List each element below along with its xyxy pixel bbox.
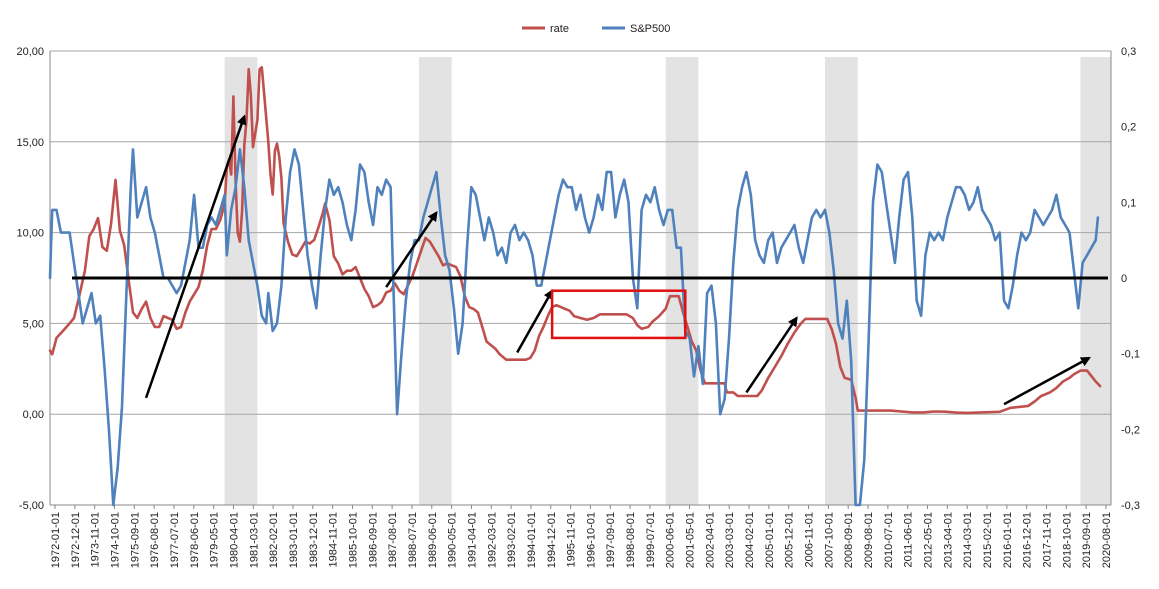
x-tick-label: 2015-02-01 [982, 512, 994, 568]
annotations [72, 114, 1108, 406]
legend-label-sp500: S&P500 [630, 23, 670, 35]
x-tick-label: 1977-07-01 [169, 512, 181, 568]
y-right-tick-labels: 0,3 0,2 0,1 0 -0,1 -0,2 -0,3 [1121, 46, 1140, 512]
x-tick-label: 2007-10-01 [823, 512, 835, 568]
legend-label-rate: rate [550, 23, 569, 35]
x-tick-label: 1999-07-01 [645, 512, 657, 568]
x-tick-label: 1991-04-01 [466, 512, 478, 568]
x-tick-label: 1985-10-01 [347, 512, 359, 568]
recession-bands [224, 57, 1111, 505]
x-tick-label: 1987-08-01 [387, 512, 399, 568]
x-tick-label: 2011-06-01 [903, 512, 915, 567]
x-tick-label: 2003-03-01 [724, 512, 736, 568]
annotation-arrow [516, 288, 554, 354]
highlight-box [550, 289, 687, 340]
x-tick-label: 1982-02-01 [268, 512, 280, 568]
y-left-tick-labels: 20,00 15,00 10,00 5,00 0,00 -5,00 [16, 46, 44, 512]
x-tick-label: 1978-06-01 [189, 512, 201, 568]
x-tick-label: 1981-03-01 [248, 512, 260, 568]
x-tick-label: 1975-09-01 [129, 512, 141, 568]
y-left-tick-label: -5,00 [19, 500, 44, 512]
series-line-rate [48, 66, 1102, 415]
x-tick-label: 2020-08-01 [1101, 512, 1113, 568]
x-tick-label: 2006-11-01 [804, 512, 816, 567]
x-tick-label: 2017-11-01 [1042, 512, 1054, 567]
x-tick-label: 1983-12-01 [308, 512, 320, 568]
x-tick-label: 1997-09-01 [605, 512, 617, 568]
y-right-tick-label: 0 [1121, 273, 1127, 285]
x-tick-label: 2016-01-01 [1002, 512, 1014, 568]
x-tick-label: 1979-05-01 [209, 512, 221, 568]
x-axis-tick-labels: 1972-01-01 1972-12-01 1973-11-01 1974-10-01… [50, 505, 1113, 568]
x-tick-label: 2016-12-01 [1022, 512, 1034, 568]
x-tick-label: 2013-04-01 [942, 512, 954, 568]
annotation-arrow [144, 114, 247, 399]
x-tick-label: 2018-10-01 [1061, 512, 1073, 568]
recession-band [418, 57, 452, 505]
x-tick-label: 2001-05-01 [685, 512, 697, 568]
y-left-tick-label: 20,00 [16, 46, 44, 58]
x-tick-label: 2010-07-01 [883, 512, 895, 568]
x-tick-label: 2005-01-01 [764, 512, 776, 568]
x-tick-label: 2014-03-01 [962, 512, 974, 568]
recession-band [1080, 57, 1111, 505]
x-tick-label: 1990-05-01 [447, 512, 459, 568]
y-left-tick-label: 0,00 [23, 409, 44, 421]
y-left-tick-label: 15,00 [16, 137, 44, 149]
x-tick-label: 2000-06-01 [665, 512, 677, 568]
x-tick-label: 2008-09-01 [843, 512, 855, 568]
x-tick-label: 2005-12-01 [784, 512, 796, 568]
x-tick-label: 1976-08-01 [149, 512, 161, 568]
series-lines [48, 66, 1102, 507]
x-tick-label: 1993-02-01 [506, 512, 518, 568]
x-tick-label: 1983-01-01 [288, 512, 300, 568]
x-tick-label: 1974-10-01 [109, 512, 121, 568]
x-tick-label: 1995-11-01 [566, 512, 578, 567]
y-right-tick-label: 0,2 [1121, 122, 1136, 134]
x-tick-label: 1972-12-01 [70, 512, 82, 568]
x-tick-label: 1998-08-01 [625, 512, 637, 568]
y-right-tick-label: -0,3 [1121, 500, 1140, 512]
y-right-tick-label: -0,1 [1121, 349, 1140, 361]
y-right-tick-label: 0,1 [1121, 197, 1136, 209]
x-tick-label: 2002-04-01 [704, 512, 716, 568]
annotation-arrow [745, 316, 798, 394]
x-tick-label: 1980-04-01 [228, 512, 240, 568]
x-tick-label: 1994-12-01 [546, 512, 558, 568]
annotation-arrow [385, 210, 438, 288]
x-tick-label: 1996-10-01 [585, 512, 597, 568]
x-tick-label: 1992-03-01 [486, 512, 498, 568]
legend: rate S&P500 [522, 23, 670, 35]
x-tick-label: 1973-11-01 [90, 512, 102, 567]
annotation-arrow [1003, 356, 1091, 406]
x-tick-label: 1988-07-01 [407, 512, 419, 568]
y-left-tick-label: 10,00 [16, 228, 44, 240]
x-tick-label: 1972-01-01 [50, 512, 62, 568]
x-tick-label: 2009-08-01 [863, 512, 875, 568]
y-left-tick-label: 5,00 [23, 318, 44, 330]
x-tick-label: 1989-06-01 [427, 512, 439, 568]
x-tick-label: 1986-09-01 [367, 512, 379, 568]
x-tick-label: 2019-09-01 [1081, 512, 1093, 568]
x-tick-label: 1994-01-01 [526, 512, 538, 568]
x-tick-label: 2004-02-01 [744, 512, 756, 568]
series-line-sp500 [48, 148, 1100, 507]
x-tick-label: 1984-11-01 [328, 512, 340, 567]
x-tick-label: 2012-05-01 [923, 512, 935, 568]
y-right-tick-label: 0,3 [1121, 46, 1136, 58]
y-right-tick-label: -0,2 [1121, 424, 1140, 436]
